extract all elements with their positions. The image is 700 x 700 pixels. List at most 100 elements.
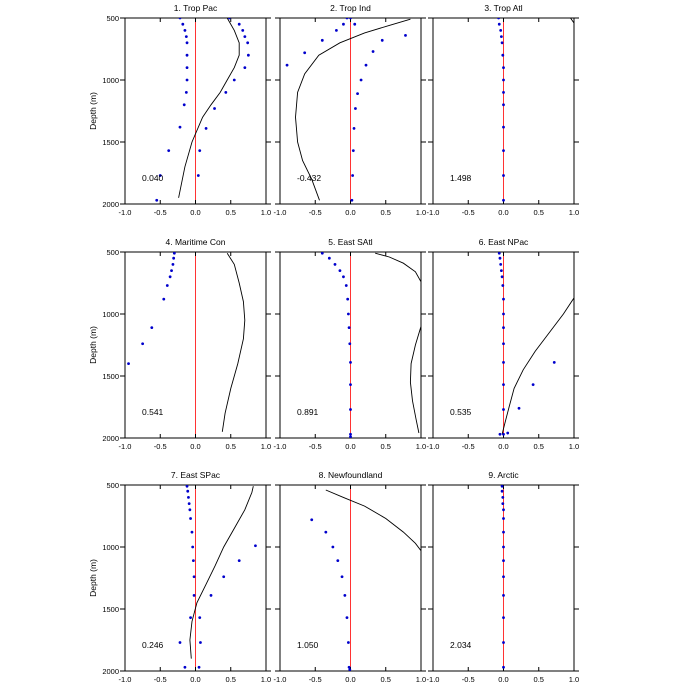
data-point (502, 408, 505, 411)
data-point (502, 665, 505, 669)
data-point (185, 53, 189, 57)
value-label: 0.040 (142, 173, 164, 183)
data-point (497, 18, 500, 20)
data-point (331, 545, 335, 549)
profile-curve (325, 489, 421, 551)
y-tick-label: 2000 (102, 434, 119, 443)
data-point (310, 518, 314, 522)
data-point (324, 530, 328, 534)
data-point (502, 383, 505, 387)
panel-2: 2. Trop Ind -1.0 -0.5 0.0 0.5 1.0 -0.432 (274, 3, 427, 217)
value-label: 0.891 (297, 407, 319, 417)
data-point (356, 92, 359, 96)
x-tick-label: -1.0 (119, 208, 132, 217)
panel-title: 7. East SPac (171, 470, 221, 480)
value-label: 2.034 (450, 640, 472, 650)
data-point (187, 496, 190, 499)
data-point (502, 174, 505, 177)
data-point (204, 126, 208, 130)
data-point (501, 502, 505, 505)
data-point (500, 275, 504, 279)
y-tick-label: 2000 (102, 200, 119, 209)
y-tick-label: 1500 (102, 605, 119, 614)
data-point (191, 545, 195, 549)
data-point (502, 508, 505, 512)
data-point (502, 432, 505, 436)
x-tick-label: -1.0 (274, 442, 287, 451)
data-point (349, 360, 352, 364)
panel-5: 5. East SAtl -1.0 -0.5 0.0 0.5 1.0 0.891 (274, 237, 427, 451)
data-point (502, 360, 505, 364)
y-tick-label: 1000 (102, 310, 119, 319)
data-point (502, 125, 505, 129)
data-point (502, 342, 505, 346)
data-point (190, 530, 194, 534)
data-point (502, 559, 505, 563)
data-point (343, 593, 347, 597)
data-point (352, 126, 356, 130)
x-tick-label: 1.0 (569, 208, 579, 217)
panel-data (497, 252, 574, 436)
x-tick-label: 1.0 (261, 442, 271, 451)
data-point (127, 362, 130, 365)
data-point (500, 485, 504, 488)
data-point (320, 252, 324, 255)
data-point (502, 545, 505, 549)
data-point (170, 269, 173, 272)
data-point (198, 616, 202, 620)
data-point (359, 78, 363, 82)
y-axis-label: Depth (m) (88, 92, 98, 130)
x-tick-label: 0.0 (190, 442, 200, 451)
data-point (502, 78, 505, 82)
data-point (349, 383, 352, 387)
data-point (186, 489, 190, 493)
panel-title: 1. Trop Pac (174, 3, 218, 13)
x-tick-label: -0.5 (154, 208, 167, 217)
y-tick-label: 500 (106, 248, 119, 257)
data-point (345, 18, 349, 20)
panel-9: 9. Arctic -1.0 -0.5 0.0 0.5 1.0 2.034 (427, 470, 580, 684)
x-tick-label: -1.0 (427, 208, 440, 217)
data-point (184, 35, 188, 38)
panel-data (178, 485, 257, 669)
panel-data (127, 252, 246, 432)
panel-3: 3. Trop Atl -1.0 -0.5 0.0 0.5 1.0 1.498 (427, 3, 580, 217)
data-point (531, 383, 535, 387)
data-point (183, 665, 187, 669)
data-point (213, 107, 216, 110)
data-point (336, 559, 340, 563)
data-point (502, 616, 505, 620)
y-axis-label: Depth (m) (88, 326, 98, 364)
data-point (150, 326, 154, 330)
data-point (353, 22, 357, 26)
panel-title: 3. Trop Atl (484, 3, 522, 13)
panel-6: 6. East NPac -1.0 -0.5 0.0 0.5 1.0 0.535 (427, 237, 580, 451)
x-tick-label: 1.0 (569, 442, 579, 451)
data-point (335, 29, 338, 32)
data-point (185, 41, 189, 45)
data-point (197, 665, 201, 669)
value-label: 0.246 (142, 640, 164, 650)
panel-title: 2. Trop Ind (330, 3, 371, 13)
profile-curve (189, 486, 254, 659)
profile-curve (409, 326, 421, 434)
data-point (172, 256, 176, 260)
data-point (506, 431, 510, 435)
x-tick-label: 0.0 (190, 675, 200, 684)
data-point (224, 91, 228, 94)
x-tick-label: 0.5 (534, 442, 544, 451)
data-point (246, 41, 250, 45)
data-point (502, 198, 505, 202)
x-tick-label: -0.5 (462, 442, 475, 451)
panel-1: 1. Trop Pac -1.0 -0.5 0.0 0.5 1.0 500 1000 1500 2… (88, 3, 271, 217)
x-tick-label: -1.0 (119, 442, 132, 451)
data-point (333, 263, 337, 266)
data-point (351, 174, 355, 177)
data-point (168, 275, 172, 279)
y-tick-label: 1500 (102, 372, 119, 381)
x-tick-label: -0.5 (462, 208, 475, 217)
data-point (243, 35, 247, 38)
data-point (502, 530, 505, 534)
profile-curve (295, 18, 411, 201)
data-point (141, 342, 145, 346)
